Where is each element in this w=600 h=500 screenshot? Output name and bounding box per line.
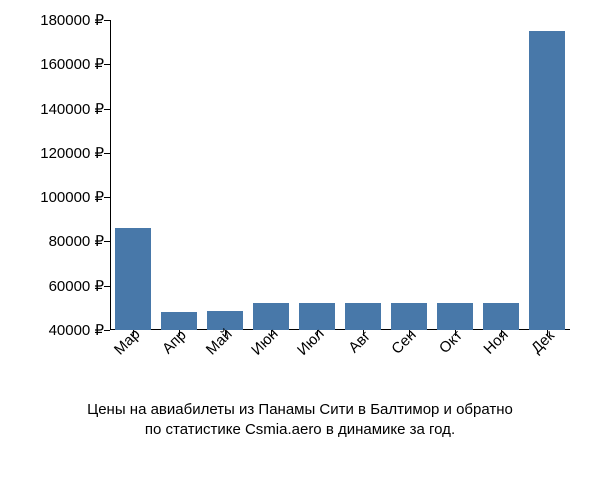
x-tick-label: Май xyxy=(203,326,236,359)
x-tick-label: Ноя xyxy=(480,326,511,357)
bar xyxy=(115,228,151,330)
x-tick-label: Сен xyxy=(388,326,419,357)
x-tick-label: Мар xyxy=(111,326,144,359)
bar xyxy=(483,303,519,330)
y-tick-label: 100000 ₽ xyxy=(40,188,110,206)
x-tick-label: Июл xyxy=(294,325,328,359)
y-axis-line xyxy=(110,20,111,330)
plot-area: 40000 ₽60000 ₽80000 ₽100000 ₽120000 ₽140… xyxy=(110,20,570,330)
bar xyxy=(437,303,473,330)
y-tick-label: 40000 ₽ xyxy=(49,321,110,339)
y-tick-label: 60000 ₽ xyxy=(49,277,110,295)
y-tick-label: 80000 ₽ xyxy=(49,232,110,250)
caption-line-2: по статистике Csmia.aero в динамике за г… xyxy=(145,421,455,438)
chart-caption: Цены на авиабилеты из Панамы Сити в Балт… xyxy=(0,400,600,441)
y-tick-label: 120000 ₽ xyxy=(40,144,110,162)
y-tick-label: 140000 ₽ xyxy=(40,100,110,118)
caption-line-1: Цены на авиабилеты из Панамы Сити в Балт… xyxy=(87,401,513,418)
bar xyxy=(529,31,565,330)
x-tick-label: Июн xyxy=(248,325,281,358)
bar xyxy=(391,303,427,330)
x-tick-label: Дек xyxy=(528,327,558,357)
y-tick-label: 180000 ₽ xyxy=(40,11,110,29)
x-tick-label: Окт xyxy=(436,327,466,357)
price-chart: 40000 ₽ 60000 ₽ 80000 ₽ 100000 ₽ 120000 ₽ 140… xyxy=(0,0,600,500)
x-tick-label: Апр xyxy=(159,327,190,358)
x-tick-label: Авг xyxy=(345,328,374,357)
y-tick-label: 160000 ₽ xyxy=(40,55,110,73)
bar xyxy=(345,303,381,330)
